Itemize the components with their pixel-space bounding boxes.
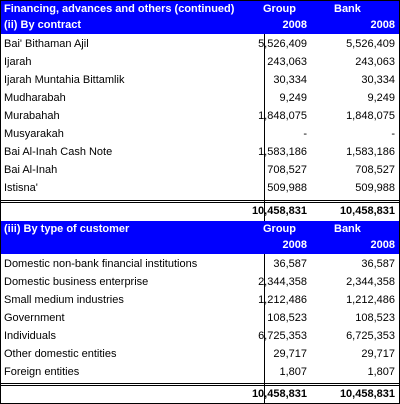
- row-label: Mudharabah: [4, 92, 66, 104]
- year-header-group: 2008: [282, 239, 307, 251]
- row-label: Ijarah Muntahia Bittamlik: [4, 74, 125, 86]
- total-bank: 10,458,831: [339, 388, 395, 400]
- row-label: Murabahah: [4, 110, 60, 122]
- row-value-bank: 29,717: [361, 348, 395, 360]
- row-value-bank: 9,249: [367, 92, 395, 104]
- row-value-group: 708,527: [267, 164, 307, 176]
- table-row: Ijarah 243,063 243,063: [1, 54, 399, 71]
- row-label: Domestic non-bank financial institutions: [4, 258, 198, 270]
- table-row: Bai' Bithaman Ajil 5,526,409 5,526,409: [1, 36, 399, 53]
- section-1-header: Financing, advances and others (continue…: [1, 1, 399, 34]
- row-value-bank: 36,587: [361, 258, 395, 270]
- table-row: Ijarah Muntahia Bittamlik 30,334 30,334: [1, 72, 399, 89]
- row-value-bank: 1,583,186: [346, 146, 395, 158]
- row-value-bank: -: [391, 128, 395, 140]
- total-row: 10,458,831 10,458,831: [1, 203, 399, 220]
- row-label: Domestic business enterprise: [4, 276, 149, 288]
- row-value-bank: 1,848,075: [346, 110, 395, 122]
- row-value-group: 1,583,186: [258, 146, 307, 158]
- total-rule: [1, 202, 399, 203]
- total-group: 10,458,831: [251, 205, 307, 217]
- row-label: Bai Al-Inah: [4, 164, 58, 176]
- table-row: Individuals 6,725,353 6,725,353: [1, 328, 399, 345]
- section-2-header: (iii) By type of customer Group Bank 200…: [1, 221, 399, 254]
- row-label: Istisna': [4, 182, 38, 194]
- total-group: 10,458,831: [251, 388, 307, 400]
- table-row: Foreign entities 1,807 1,807: [1, 364, 399, 381]
- row-label: Bai Al-Inah Cash Note: [4, 146, 113, 158]
- row-value-group: 36,587: [273, 258, 307, 270]
- row-value-group: 1,807: [279, 366, 307, 378]
- row-value-bank: 243,063: [355, 56, 395, 68]
- table-row: Domestic non-bank financial institutions…: [1, 256, 399, 273]
- row-label: Government: [4, 312, 65, 324]
- row-label: Foreign entities: [4, 366, 80, 378]
- table-row: Musyarakah - -: [1, 126, 399, 143]
- table-row: Domestic business enterprise 2,344,358 2,3…: [1, 274, 399, 291]
- column-header-bank: Bank: [334, 223, 361, 235]
- row-value-group: 509,988: [267, 182, 307, 194]
- row-value-group: 1,848,075: [258, 110, 307, 122]
- total-row: 10,458,831 10,458,831: [1, 386, 399, 403]
- row-value-group: 1,212,486: [258, 294, 307, 306]
- table-row: Other domestic entities 29,717 29,717: [1, 346, 399, 363]
- row-value-bank: 5,526,409: [346, 38, 395, 50]
- row-value-group: -: [303, 128, 307, 140]
- row-value-bank: 509,988: [355, 182, 395, 194]
- row-value-bank: 30,334: [361, 74, 395, 86]
- row-label: Bai' Bithaman Ajil: [4, 38, 89, 50]
- row-label: Individuals: [4, 330, 56, 342]
- table-row: Istisna' 509,988 509,988: [1, 180, 399, 197]
- table-row: Government 108,523 108,523: [1, 310, 399, 327]
- table-row: Bai Al-Inah 708,527 708,527: [1, 162, 399, 179]
- table-row: Bai Al-Inah Cash Note 1,583,186 1,583,186: [1, 144, 399, 161]
- table-row: Small medium industries 1,212,486 1,212,48…: [1, 292, 399, 309]
- year-header-bank: 2008: [370, 239, 395, 251]
- total-rule: [1, 383, 399, 384]
- column-header-group: Group: [263, 223, 296, 235]
- total-rule: [1, 385, 399, 386]
- total-rule: [1, 200, 399, 201]
- column-header-group: Group: [263, 3, 296, 15]
- row-value-group: 9,249: [279, 92, 307, 104]
- column-divider: [264, 254, 265, 403]
- column-header-bank: Bank: [334, 3, 361, 15]
- row-value-bank: 2,344,358: [346, 276, 395, 288]
- row-value-group: 29,717: [273, 348, 307, 360]
- row-value-group: 243,063: [267, 56, 307, 68]
- row-value-group: 30,334: [273, 74, 307, 86]
- table-row: Murabahah 1,848,075 1,848,075: [1, 108, 399, 125]
- row-label: Other domestic entities: [4, 348, 117, 360]
- column-divider: [264, 34, 265, 221]
- total-bank: 10,458,831: [339, 205, 395, 217]
- row-value-group: 2,344,358: [258, 276, 307, 288]
- year-header-group: 2008: [282, 19, 307, 31]
- row-value-group: 108,523: [267, 312, 307, 324]
- table-row: Mudharabah 9,249 9,249: [1, 90, 399, 107]
- row-value-bank: 108,523: [355, 312, 395, 324]
- row-value-group: 6,725,353: [258, 330, 307, 342]
- row-value-bank: 1,807: [367, 366, 395, 378]
- row-value-bank: 708,527: [355, 164, 395, 176]
- year-header-bank: 2008: [370, 19, 395, 31]
- row-value-bank: 6,725,353: [346, 330, 395, 342]
- row-value-group: 5,526,409: [258, 38, 307, 50]
- table-heading: Financing, advances and others (continue…: [4, 3, 235, 15]
- row-label: Ijarah: [4, 56, 32, 68]
- row-label: Musyarakah: [4, 128, 64, 140]
- row-label: Small medium industries: [4, 294, 124, 306]
- section-subheading: (iii) By type of customer: [4, 223, 130, 235]
- row-value-bank: 1,212,486: [346, 294, 395, 306]
- section-subheading: (ii) By contract: [4, 19, 82, 31]
